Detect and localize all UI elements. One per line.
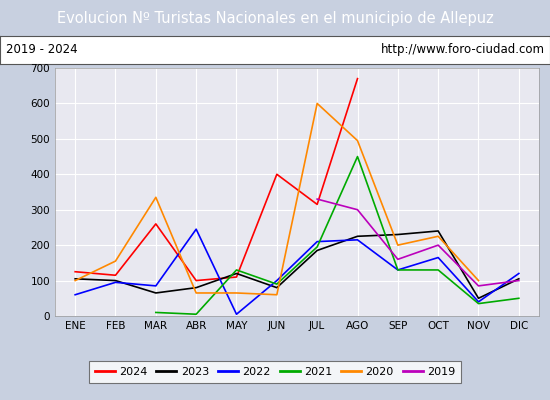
Text: 2019 - 2024: 2019 - 2024 — [6, 44, 77, 56]
Text: http://www.foro-ciudad.com: http://www.foro-ciudad.com — [381, 44, 544, 56]
Legend: 2024, 2023, 2022, 2021, 2020, 2019: 2024, 2023, 2022, 2021, 2020, 2019 — [89, 362, 461, 382]
Text: Evolucion Nº Turistas Nacionales en el municipio de Allepuz: Evolucion Nº Turistas Nacionales en el m… — [57, 10, 493, 26]
